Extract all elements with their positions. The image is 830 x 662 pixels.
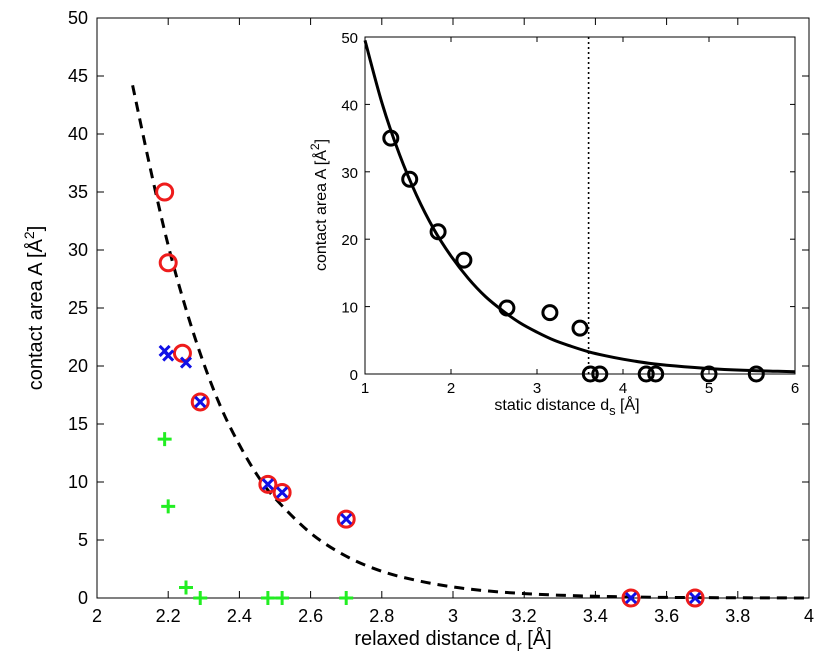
inset-markers [382, 129, 765, 383]
inset-x-tick-label: 5 [705, 380, 713, 397]
inset-point-circle [591, 365, 609, 383]
main-y-tick-label: 15 [68, 414, 88, 434]
main-x-tick-label: 2.6 [298, 606, 323, 626]
main-point-circle [685, 588, 705, 608]
main-x-tick-labels: 2 2.2 2.4 2.6 2.8 3 3.2 3.4 3.6 3.8 4 [92, 606, 814, 626]
main-point-cross [276, 486, 289, 499]
main-point-cross [179, 356, 193, 369]
inset-plot: 1 2 3 4 5 6 0 10 20 30 40 50 static distance ds [Å… [308, 30, 799, 418]
inset-x-tick-label: 2 [447, 380, 455, 397]
main-point-circle [158, 253, 178, 273]
inset-x-tick-labels: 1 2 3 4 5 6 [361, 380, 799, 397]
inset-point-circle [498, 299, 516, 317]
inset-point-circle [637, 365, 655, 383]
inset-point-circle [647, 365, 665, 383]
inset-point-circle [455, 251, 473, 269]
main-point-plus [193, 591, 208, 605]
main-y-tick-label: 25 [68, 298, 88, 318]
main-x-tick-label: 3.2 [512, 606, 537, 626]
main-y-tick-label: 45 [68, 66, 88, 86]
inset-x-tick-label: 6 [791, 380, 799, 397]
main-point-circle [155, 182, 175, 202]
inset-y-axis-label: contact area A [Å2] [308, 139, 330, 271]
main-fit-curve [131, 84, 810, 600]
main-point-cross [261, 478, 274, 491]
main-y-tick-labels: 0 5 10 15 20 25 30 35 40 45 50 [68, 8, 88, 608]
main-y-tick-label: 10 [68, 472, 88, 492]
inset-point-circle [541, 304, 559, 322]
main-x-axis-label: relaxed distance dr [Å] [354, 627, 551, 655]
main-x-tick-label: 3.6 [654, 606, 679, 626]
inset-fit-curve [363, 39, 796, 374]
main-x-tick-label: 2.4 [227, 606, 252, 626]
main-y-tick-label: 40 [68, 124, 88, 144]
inset-y-tick-label: 40 [341, 97, 358, 114]
main-point-circle [272, 482, 292, 502]
inset-x-tick-label: 1 [361, 380, 369, 397]
main-point-cross [689, 591, 702, 605]
main-point-circle [258, 474, 278, 494]
inset-y-tick-labels: 0 10 20 30 40 50 [341, 30, 358, 384]
inset-plot-frame [364, 36, 796, 375]
main-y-axis-label: contact area A [Å2] [21, 226, 47, 391]
main-y-tick-label: 0 [78, 588, 88, 608]
main-point-cross [624, 591, 638, 605]
main-point-plus [157, 432, 172, 447]
main-point-plus [260, 591, 275, 605]
inset-y-tick-label: 30 [341, 165, 358, 182]
inset-point-circle [429, 223, 447, 241]
inset-x-tick-label: 3 [533, 380, 541, 397]
main-y-tick-label: 20 [68, 356, 88, 376]
main-point-plus [179, 580, 193, 595]
main-point-cross [194, 395, 207, 409]
inset-y-tick-label: 50 [341, 30, 358, 47]
main-point-plus [275, 591, 290, 605]
inset-point-circle [581, 365, 599, 383]
main-y-tick-label: 5 [78, 530, 88, 550]
main-x-tick-label: 4 [804, 606, 814, 626]
inset-x-axis-label: static distance ds [Å] [494, 395, 639, 418]
main-x-tick-label: 2 [92, 606, 102, 626]
main-x-tick-label: 3 [448, 606, 458, 626]
main-point-circle [336, 509, 356, 529]
inset-point-circle [700, 365, 718, 383]
inset-y-tick-label: 10 [341, 300, 358, 317]
inset-x-tick-label: 4 [619, 380, 627, 397]
main-ticks [96, 17, 810, 599]
inset-point-circle [382, 129, 400, 147]
inset-y-tick-label: 20 [341, 232, 358, 249]
main-x-tick-label: 2.2 [156, 606, 181, 626]
main-x-tick-label: 3.8 [725, 606, 750, 626]
main-point-plus [339, 591, 354, 605]
inset-point-circle [401, 170, 419, 188]
main-y-tick-label: 30 [68, 240, 88, 260]
main-point-circle [190, 392, 210, 412]
main-point-circle [621, 588, 641, 608]
inset-point-circle [747, 365, 765, 383]
main-markers [155, 182, 705, 608]
inset-ticks [364, 36, 796, 375]
main-point-cross [340, 513, 353, 526]
inset-point-circle [571, 319, 589, 337]
main-x-tick-label: 2.8 [369, 606, 394, 626]
inset-y-tick-label: 0 [350, 367, 358, 384]
main-y-tick-label: 50 [68, 8, 88, 28]
main-y-tick-label: 35 [68, 182, 88, 202]
main-point-cross [162, 349, 175, 362]
main-x-tick-label: 3.4 [583, 606, 608, 626]
main-point-plus [161, 499, 176, 514]
main-point-circle [172, 343, 192, 363]
